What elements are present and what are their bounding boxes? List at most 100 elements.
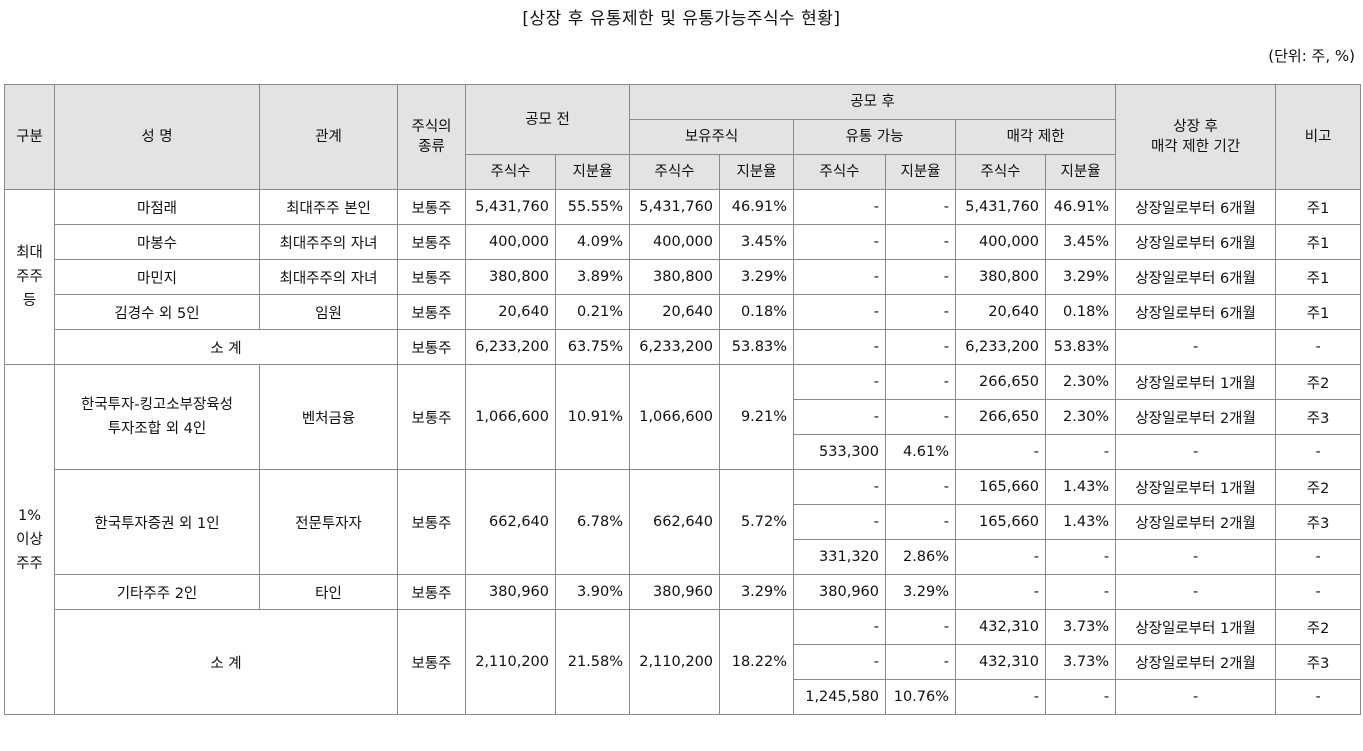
cell-hold-shares: 5,431,760 xyxy=(629,189,721,225)
table-row: - - 432,310 3.73% 상장일로부터 2개월 주3 xyxy=(5,644,1362,680)
cell-pre-shares: 400,000 xyxy=(465,224,556,260)
header-holding: 보유주식 xyxy=(629,119,795,155)
cell-trad-ratio: 2.86% xyxy=(885,539,957,575)
cell-stock-type: 보통주 xyxy=(397,224,466,260)
cell-pre-shares: 6,233,200 xyxy=(465,329,556,365)
cell-trad-ratio: - xyxy=(885,469,957,505)
cell-trad-shares: - xyxy=(793,364,887,400)
cell-note: 주1 xyxy=(1275,259,1362,295)
table-row: - - 165,660 1.43% 상장일로부터 2개월 주3 xyxy=(5,504,1362,540)
cell-period: 상장일로부터 6개월 xyxy=(1115,189,1277,225)
cell-pre-shares: 1,066,600 xyxy=(465,364,556,470)
cell-hold-shares: 1,066,600 xyxy=(629,364,721,470)
group-major-text: 최대 주주 등 xyxy=(16,245,43,309)
lockup-table: 구분 성 명 관계 주식의 종류 공모 전 공모 후 상장 후 매각 제한 기간… xyxy=(4,84,1362,715)
cell-trad-shares: 533,300 xyxy=(793,434,887,470)
subtotal-row: 소 계 보통주 2,110,200 21.58% 2,110,200 18.22… xyxy=(5,609,1362,715)
table-row: 최대 주주 등 마점래 최대주주 본인 보통주 5,431,760 55.55%… xyxy=(4,189,1362,365)
header-restriction-period: 상장 후 매각 제한 기간 xyxy=(1115,84,1277,190)
cell-trad-shares: - xyxy=(793,399,887,435)
header-ratio: 지분율 xyxy=(554,154,631,190)
header-name: 성 명 xyxy=(54,84,260,190)
table-header: 구분 성 명 관계 주식의 종류 공모 전 공모 후 상장 후 매각 제한 기간… xyxy=(4,84,1362,190)
cell-trad-shares: - xyxy=(793,644,887,680)
cell-hold-ratio: 0.18% xyxy=(719,294,795,330)
table-row: 김경수 외 5인 임원 보통주 20,640 0.21% 20,640 0.18… xyxy=(5,294,1362,330)
cell-res-shares: 432,310 xyxy=(955,609,1047,645)
cell-note: - xyxy=(1275,679,1362,715)
header-row: 보유주식 유통 가능 매각 제한 xyxy=(5,119,1361,155)
cell-name: 마봉수 xyxy=(54,224,260,260)
cell-hold-ratio: 46.91% xyxy=(719,189,795,225)
cell-hold-ratio: 53.83% xyxy=(719,329,795,365)
cell-note: - xyxy=(1275,434,1362,470)
cell-period: 상장일로부터 2개월 xyxy=(1115,399,1277,435)
cell-trad-shares: - xyxy=(793,329,887,365)
cell-name: 마민지 xyxy=(54,259,260,295)
cell-pre-ratio: 3.90% xyxy=(554,574,631,610)
cell-pre-ratio: 10.91% xyxy=(554,364,631,470)
cell-hold-shares: 662,640 xyxy=(629,469,721,575)
table-row: 1% 이상 주주 한국투자-킹고소부장육성 투자조합 외 4인 벤처금융 보통주… xyxy=(4,364,1362,715)
cell-res-shares: 165,660 xyxy=(955,504,1047,540)
cell-trad-shares: - xyxy=(793,259,887,295)
header-stock-type-text: 주식의 종류 xyxy=(411,119,452,155)
table-row: 533,300 4.61% - - - - xyxy=(5,434,1362,470)
cell-res-ratio: 2.30% xyxy=(1045,399,1117,435)
cell-trad-ratio: - xyxy=(885,399,957,435)
cell-res-shares: 380,800 xyxy=(955,259,1047,295)
cell-pre-ratio: 21.58% xyxy=(554,609,631,715)
cell-pre-shares: 380,800 xyxy=(465,259,556,295)
cell-res-shares: 266,650 xyxy=(955,399,1047,435)
cell-pre-shares: 2,110,200 xyxy=(465,609,556,715)
cell-note: 주2 xyxy=(1275,469,1362,505)
header-shares: 주식수 xyxy=(955,154,1047,190)
table-row: - - 266,650 2.30% 상장일로부터 2개월 주3 xyxy=(5,399,1362,435)
cell-res-ratio: 1.43% xyxy=(1045,504,1117,540)
cell-note: 주1 xyxy=(1275,224,1362,260)
cell-period: - xyxy=(1115,329,1277,365)
cell-res-ratio: 3.73% xyxy=(1045,609,1117,645)
cell-res-ratio: 3.73% xyxy=(1045,644,1117,680)
cell-pre-shares: 20,640 xyxy=(465,294,556,330)
cell-trad-shares: - xyxy=(793,504,887,540)
cell-stock-type: 보통주 xyxy=(397,189,466,225)
cell-trad-ratio: - xyxy=(885,364,957,400)
table-row: 마봉수 최대주주의 자녀 보통주 400,000 4.09% 400,000 3… xyxy=(5,224,1362,260)
cell-res-ratio: - xyxy=(1045,679,1117,715)
table-row: 1,245,580 10.76% - - - - xyxy=(5,679,1362,715)
cell-note: - xyxy=(1275,574,1362,610)
table-row: 마민지 최대주주의 자녀 보통주 380,800 3.89% 380,800 3… xyxy=(5,259,1362,295)
table-row: 한국투자증권 외 1인 전문투자자 보통주 662,640 6.78% 662,… xyxy=(5,469,1362,575)
cell-pre-ratio: 55.55% xyxy=(554,189,631,225)
header-shares: 주식수 xyxy=(465,154,556,190)
cell-trad-shares: - xyxy=(793,294,887,330)
cell-period: 상장일로부터 2개월 xyxy=(1115,644,1277,680)
header-ratio: 지분율 xyxy=(885,154,957,190)
header-restriction-period-text: 상장 후 매각 제한 기간 xyxy=(1150,119,1241,155)
cell-period: 상장일로부터 1개월 xyxy=(1115,609,1277,645)
cell-period: 상장일로부터 6개월 xyxy=(1115,259,1277,295)
cell-period: - xyxy=(1115,434,1277,470)
cell-hold-shares: 6,233,200 xyxy=(629,329,721,365)
header-ratio: 지분율 xyxy=(719,154,795,190)
cell-note: - xyxy=(1275,539,1362,575)
cell-res-shares: 400,000 xyxy=(955,224,1047,260)
cell-pre-ratio: 0.21% xyxy=(554,294,631,330)
cell-res-ratio: - xyxy=(1045,574,1117,610)
table-body: 최대 주주 등 마점래 최대주주 본인 보통주 5,431,760 55.55%… xyxy=(4,189,1362,715)
cell-name: 한국투자증권 외 1인 xyxy=(54,469,260,575)
cell-trad-shares: - xyxy=(793,609,887,645)
cell-stock-type: 보통주 xyxy=(397,259,466,295)
cell-res-ratio: 3.45% xyxy=(1045,224,1117,260)
cell-trad-shares: - xyxy=(793,224,887,260)
cell-stock-type: 보통주 xyxy=(397,609,466,715)
cell-note: 주2 xyxy=(1275,364,1362,400)
cell-relation: 최대주주의 자녀 xyxy=(259,224,398,260)
cell-hold-shares: 380,960 xyxy=(629,574,721,610)
cell-res-shares: 432,310 xyxy=(955,644,1047,680)
cell-pre-shares: 662,640 xyxy=(465,469,556,575)
cell-hold-shares: 20,640 xyxy=(629,294,721,330)
cell-trad-ratio: - xyxy=(885,189,957,225)
cell-res-ratio: - xyxy=(1045,434,1117,470)
